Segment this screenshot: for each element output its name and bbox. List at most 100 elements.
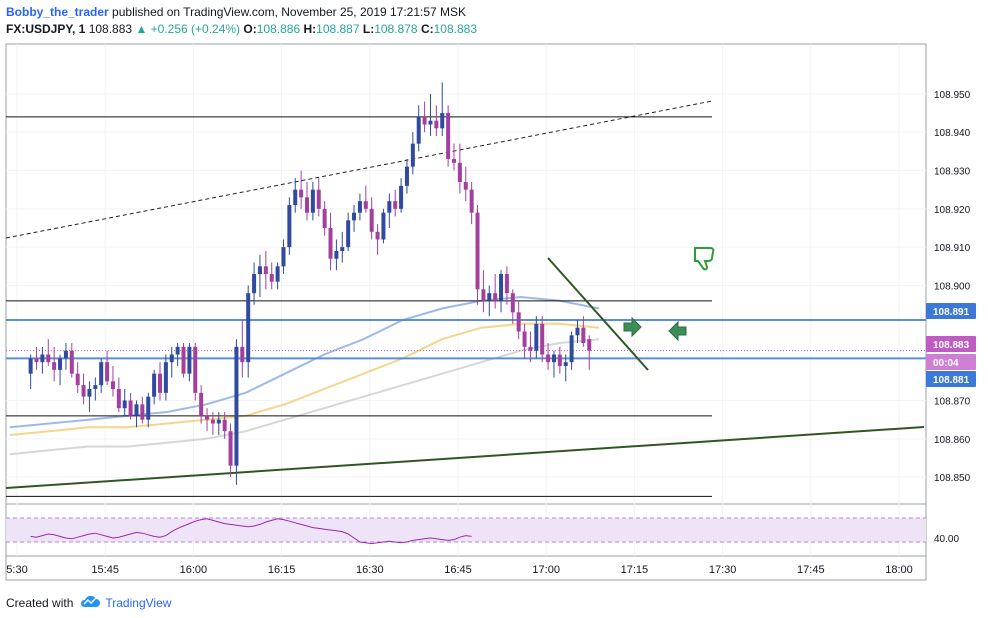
candle-body	[457, 162, 462, 182]
ohlc-legend: FX:USDJPY, 1 108.883 ▲ +0.256 (+0.24%) O…	[6, 22, 477, 36]
candle-body	[81, 385, 86, 397]
candle-body	[234, 346, 239, 466]
price-badge-label: 108.891	[933, 307, 970, 318]
tradingview-link[interactable]: TradingView	[105, 595, 172, 610]
price-tick-label: 108.900	[934, 282, 971, 293]
tradingview-logo-icon[interactable]	[79, 594, 101, 611]
time-tick-label: 17:00	[532, 564, 560, 576]
candle-body	[452, 159, 456, 163]
candle-body	[346, 220, 351, 248]
candles	[28, 82, 592, 485]
rsi-line	[30, 518, 472, 545]
candle-body	[363, 201, 368, 209]
open-value: 108.886	[256, 22, 301, 36]
price-badge	[926, 371, 976, 387]
candle-body	[99, 362, 104, 386]
time-tick-label: 16:30	[356, 564, 384, 576]
channel-dashed-line	[5, 100, 713, 239]
rsi-tick-label: 40.00	[934, 534, 959, 545]
candle-body	[404, 166, 409, 186]
candle-body	[305, 197, 309, 213]
candle-body	[210, 419, 215, 424]
candle-body	[281, 247, 286, 267]
thumbs-down-icon	[694, 247, 715, 271]
price-chart[interactable]: 108.950 108.940 108.930 108.920 108.910 108.9…	[0, 0, 988, 590]
price-axis[interactable]: 108.950 108.940 108.930 108.920 108.910 108.9…	[934, 90, 971, 545]
arrow-right-icon	[623, 316, 642, 338]
moving-average-line	[9, 295, 600, 429]
candle-body	[63, 350, 68, 359]
rsi-band	[6, 518, 926, 542]
annotations	[623, 247, 715, 342]
candle-body	[116, 389, 121, 409]
time-axis[interactable]: 5:30 15:45 16:00 16:15 16:30 16:45 17:00 17:15 1…	[6, 564, 912, 576]
candle-body	[410, 143, 415, 167]
candle-body	[522, 331, 527, 347]
candle-body	[534, 323, 539, 351]
moving-average-line	[9, 322, 600, 436]
candle-body	[322, 208, 327, 228]
candle-body	[510, 293, 515, 313]
candle-body	[228, 431, 233, 466]
candle-body	[493, 293, 498, 301]
candle-body	[375, 231, 380, 240]
candle-body	[199, 392, 204, 416]
open-label: O:	[243, 22, 257, 36]
high-value: 108.887	[316, 22, 360, 36]
created-with-text: Created with	[6, 595, 74, 610]
candle-body	[499, 274, 504, 301]
candle-body	[216, 419, 221, 424]
price-tick-label: 108.860	[934, 435, 971, 446]
candle-body	[40, 354, 45, 363]
candle-body	[357, 201, 362, 213]
candle-body	[587, 339, 592, 351]
candle-body	[240, 346, 245, 363]
candle-body	[487, 293, 492, 301]
candle-body	[175, 346, 180, 355]
candle-body	[69, 350, 74, 374]
candle-body	[434, 120, 439, 129]
candle-body	[463, 182, 468, 190]
candle-body	[246, 293, 251, 363]
candle-body	[93, 385, 98, 389]
time-tick-label: 16:15	[268, 564, 296, 576]
author-name[interactable]: Bobby_the_trader	[6, 5, 109, 19]
candle-body	[387, 201, 392, 213]
candle-body	[546, 354, 551, 363]
candle-body	[263, 266, 268, 274]
price-badge	[926, 354, 976, 370]
candle-body	[352, 212, 357, 221]
candle-body	[310, 189, 315, 213]
candle-body	[481, 289, 486, 301]
downtrend-line	[547, 257, 649, 371]
candle-body	[269, 274, 274, 282]
candle-body	[134, 404, 139, 416]
price-tick-label: 108.950	[934, 90, 971, 101]
arrow-left-icon	[668, 320, 687, 342]
publish-info: Bobby_the_trader published on TradingVie…	[6, 5, 466, 19]
candle-body	[422, 116, 427, 125]
candle-body	[381, 212, 386, 240]
candle-body	[446, 113, 451, 159]
candle-body	[158, 373, 162, 393]
candle-body	[128, 400, 133, 416]
time-tick-label: 17:15	[621, 564, 649, 576]
candle-body	[551, 354, 556, 363]
candle-body	[316, 189, 321, 209]
candle-body	[504, 274, 509, 294]
candle-body	[416, 116, 421, 144]
candle-body	[222, 419, 227, 432]
time-tick-label: 17:30	[709, 564, 737, 576]
chart-frame	[5, 43, 927, 581]
candle-body	[440, 113, 445, 129]
candle-body	[569, 335, 574, 363]
candle-body	[340, 247, 345, 251]
symbol-label: FX:USDJPY, 1	[6, 22, 86, 36]
low-label: L:	[362, 22, 375, 36]
price-badge-label: 108.881	[933, 375, 970, 386]
price-badge	[926, 336, 976, 352]
candle-body	[193, 346, 198, 393]
horizontal-levels	[6, 116, 926, 497]
candle-body	[334, 251, 339, 259]
close-value: 108.883	[433, 22, 477, 36]
